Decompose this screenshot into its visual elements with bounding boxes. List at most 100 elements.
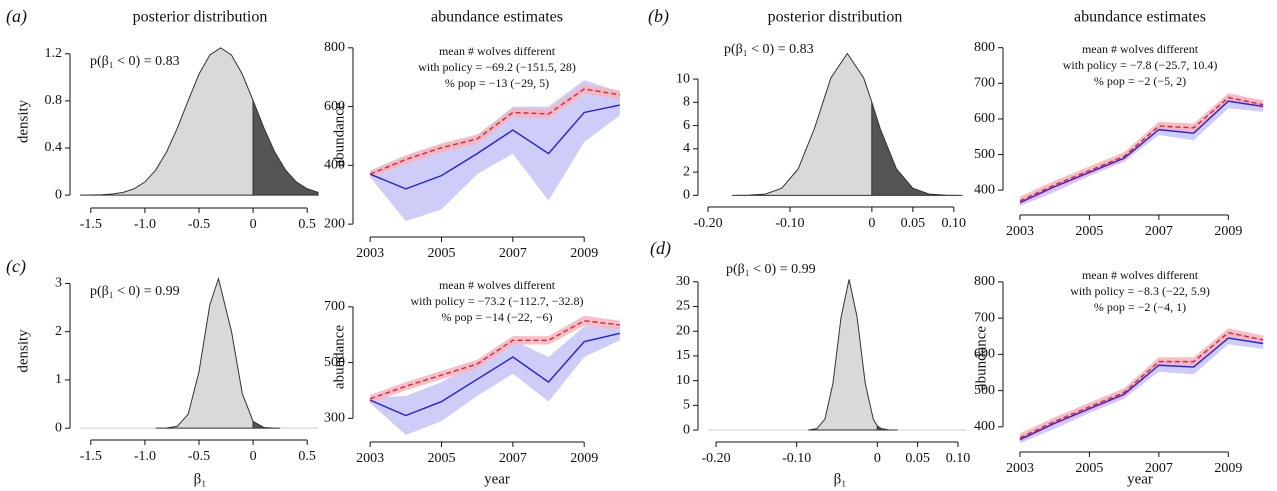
x-tick-label: 2003 (1006, 461, 1034, 476)
y-tick-label: 25 (676, 299, 690, 314)
x-tick-label: 2009 (1214, 224, 1242, 239)
y-tick-label: 800 (324, 40, 345, 55)
y-tick-label: 5 (683, 398, 690, 413)
annotation: mean # wolves different (439, 278, 556, 292)
column-title: posterior distribution (133, 9, 268, 26)
x-tick-label: 2005 (1075, 224, 1103, 239)
x-tick-label: 0 (874, 451, 881, 466)
y-tick-label: 200 (324, 216, 345, 231)
estimate-line (369, 320, 620, 400)
x-tick-label: 0.5 (298, 449, 316, 464)
annotation: mean # wolves different (439, 44, 556, 58)
x-tick-label: 2005 (427, 451, 455, 466)
y-tick-label: 20 (676, 323, 690, 338)
confidence-band (1019, 328, 1264, 443)
y-tick-label: 0 (683, 188, 690, 203)
confidence-band (1019, 95, 1264, 207)
y-tick-label: 0 (683, 422, 690, 437)
y-tick-label: 1.2 (45, 46, 63, 61)
density-area (876, 424, 898, 431)
annotation: % pop = −2 (−4, 1) (1094, 300, 1186, 314)
y-tick-label: 700 (324, 299, 345, 314)
x-tick-label: 2005 (1075, 461, 1103, 476)
estimate-line (369, 104, 621, 190)
y-tick-label: 500 (974, 147, 995, 162)
x-tick-label: -0.20 (693, 216, 722, 231)
y-tick-label: 2 (55, 324, 62, 339)
x-tick-label: -1.5 (80, 449, 102, 464)
y-tick-label: 10 (676, 71, 690, 86)
y-tick-label: 15 (676, 348, 690, 363)
annotation: with policy = −69.2 (−151.5, 28) (418, 60, 576, 74)
x-tick-label: 2007 (499, 451, 527, 466)
y-tick-label: 800 (974, 40, 995, 55)
x-tick-label: 0 (250, 449, 257, 464)
density-area (871, 102, 963, 196)
y-tick-label: 0 (55, 187, 62, 202)
estimate-line (1019, 337, 1264, 441)
confidence-band (1019, 331, 1264, 444)
y-axis-label: abundance (331, 325, 347, 389)
x-axis-label: year (1127, 471, 1153, 487)
y-tick-label: 8 (683, 95, 690, 110)
annotation: p(β₁ < 0) = 0.83 (90, 54, 180, 69)
x-tick-label: -0.20 (701, 451, 730, 466)
y-tick-label: 500 (324, 355, 345, 370)
density-area (808, 279, 878, 431)
x-tick-label: -1.5 (80, 217, 102, 232)
y-tick-label: 0.8 (45, 93, 63, 108)
annotation: mean # wolves different (1082, 268, 1199, 282)
x-axis-label: β₁ (834, 471, 847, 487)
y-axis-label: density (15, 329, 31, 373)
x-tick-label: 2007 (1145, 224, 1173, 239)
column-title: abundance estimates (1074, 9, 1206, 26)
x-tick-label: 2009 (1214, 461, 1242, 476)
x-tick-label: 0.5 (298, 217, 316, 232)
y-tick-label: 400 (324, 158, 345, 173)
x-tick-label: -0.10 (782, 451, 811, 466)
x-tick-label: 2003 (356, 451, 384, 466)
x-tick-label: -0.5 (188, 217, 210, 232)
x-tick-label: -1.0 (134, 449, 156, 464)
annotation: with policy = −73.2 (−112.7, −32.8) (411, 294, 584, 308)
y-axis-label: abundance (973, 326, 989, 390)
x-tick-label: 0 (868, 216, 875, 231)
x-tick-label: 2007 (499, 246, 527, 261)
y-tick-label: 700 (974, 76, 995, 91)
y-axis-label: abundance (331, 102, 347, 166)
estimate-line (1019, 96, 1264, 202)
annotation: % pop = −13 (−29, 5) (445, 76, 549, 90)
y-tick-label: 0 (55, 420, 62, 435)
annotation: % pop = −14 (−22, −6) (441, 310, 552, 324)
x-tick-label: 0.10 (942, 216, 967, 231)
density-area (155, 276, 254, 429)
y-tick-label: 1 (55, 372, 62, 387)
y-tick-label: 400 (974, 182, 995, 197)
y-tick-label: 500 (974, 383, 995, 398)
annotation: with policy = −7.8 (−25.7, 10.4) (1063, 58, 1218, 72)
annotation: p(β₁ < 0) = 0.99 (726, 262, 816, 277)
y-tick-label: 2 (683, 164, 690, 179)
y-tick-label: 6 (683, 118, 690, 133)
x-tick-label: 2005 (427, 246, 455, 261)
confidence-band (1019, 93, 1264, 206)
y-tick-label: 300 (324, 411, 345, 426)
panel-label: (d) (650, 238, 671, 259)
y-tick-label: 600 (974, 347, 995, 362)
confidence-band (370, 80, 620, 222)
x-tick-label: -1.0 (134, 217, 156, 232)
panel-label: (c) (6, 256, 26, 277)
y-tick-label: 400 (974, 419, 995, 434)
x-tick-label: 2003 (1006, 224, 1034, 239)
x-axis-label: year (484, 471, 510, 487)
x-tick-label: 0 (250, 217, 257, 232)
estimate-line (1019, 331, 1264, 439)
x-tick-label: 2009 (570, 451, 598, 466)
annotation: p(β₁ < 0) = 0.99 (90, 284, 180, 299)
y-tick-label: 30 (676, 274, 690, 289)
x-tick-label: 0.10 (946, 451, 971, 466)
y-axis-label: density (15, 99, 31, 143)
x-tick-label: -0.5 (188, 449, 210, 464)
panel-label: (b) (648, 6, 669, 27)
